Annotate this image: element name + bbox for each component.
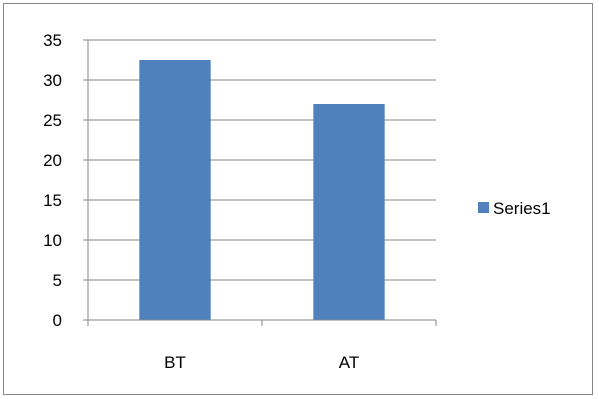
legend-swatch (478, 202, 489, 213)
y-tick-label-25: 25 (43, 111, 62, 130)
bar-AT (313, 104, 385, 320)
y-tick-label-5: 5 (53, 271, 62, 290)
axes (87, 40, 437, 326)
y-tick-label-30: 30 (43, 71, 62, 90)
x-tick-labels: BT AT (164, 353, 359, 372)
bar-BT (139, 60, 211, 320)
chart-frame (3, 3, 593, 395)
x-tick-label-BT: BT (164, 353, 186, 372)
y-tick-label-10: 10 (43, 231, 62, 250)
x-tick-label-AT: AT (339, 353, 359, 372)
y-tick-label-35: 35 (43, 31, 62, 50)
bars (139, 60, 385, 320)
y-tick-label-20: 20 (43, 151, 62, 170)
y-tick-label-0: 0 (53, 311, 62, 330)
legend-label: Series1 (493, 199, 551, 218)
y-tick-labels: 0 5 10 15 20 25 30 35 (43, 31, 62, 330)
legend: Series1 (478, 199, 551, 218)
y-tick-label-15: 15 (43, 191, 62, 210)
